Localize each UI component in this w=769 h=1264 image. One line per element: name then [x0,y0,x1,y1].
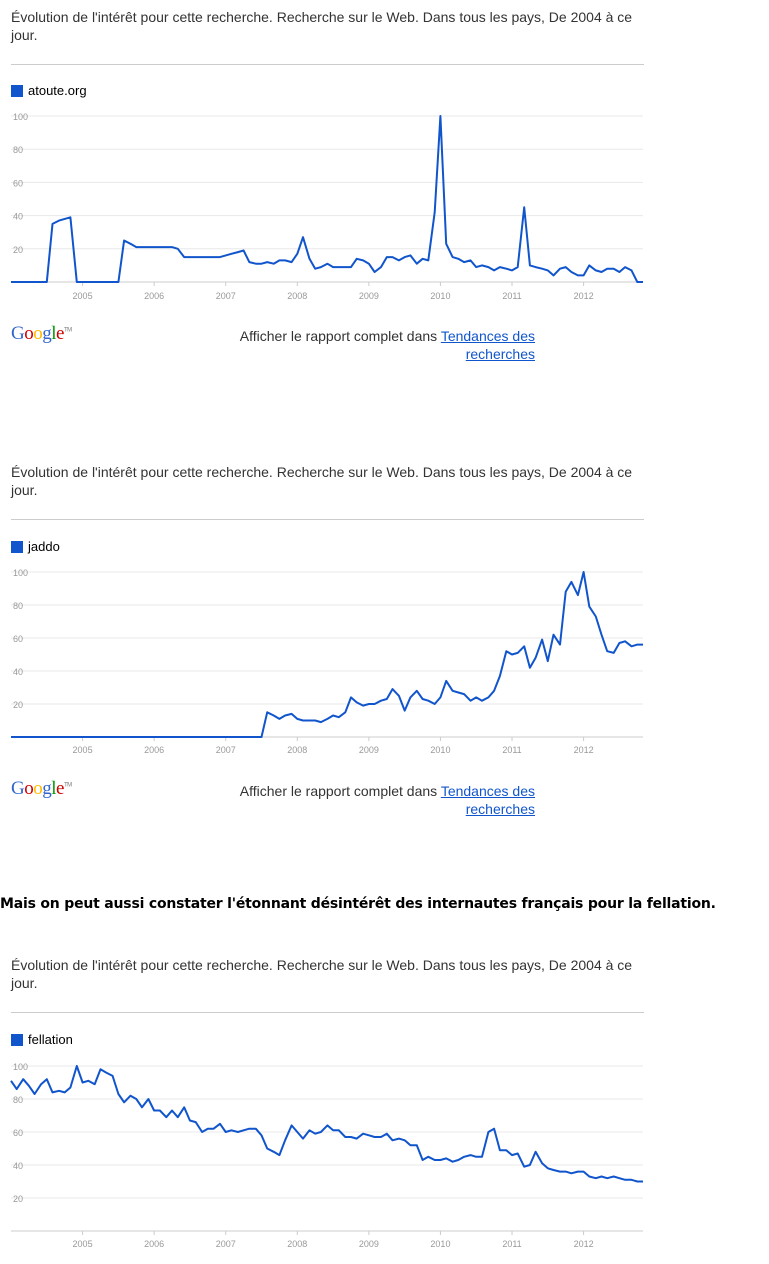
legend: jaddo [11,539,60,554]
full-report-text: Afficher le rapport complet dans Tendanc… [205,782,535,818]
y-tick-label: 40 [13,667,23,677]
x-tick-label: 2009 [359,1239,379,1249]
series-line [11,115,643,283]
x-tick-label: 2005 [73,291,93,301]
report-prefix: Afficher le rapport complet dans [239,783,441,799]
google-logo: GoogleTM [11,323,72,345]
x-tick-label: 2009 [359,745,379,755]
google-logo: GoogleTM [11,778,72,800]
y-tick-label: 40 [13,1161,23,1171]
line-chart-jaddo: 20 40 60 80 100 2005 2006 2007 2008 2009 2010 2011 2… [11,568,643,755]
x-tick-label: 2011 [502,291,521,301]
trends-report-link[interactable]: Tendances des recherches [440,783,535,817]
x-tick-label: 2007 [216,1239,236,1249]
y-tick-label: 60 [13,634,23,644]
y-tick-label: 100 [13,1062,28,1072]
x-tick-label: 2008 [287,291,307,301]
google-logo-text: Google [11,323,64,344]
y-tick-label: 20 [13,700,23,710]
divider [11,64,644,65]
trends-report-link[interactable]: Tendances des recherches [440,328,535,362]
y-tick-label: 20 [13,1194,23,1204]
divider [11,519,644,520]
trademark-mark: TM [63,782,72,789]
x-tick-label: 2006 [144,291,164,301]
x-tick-label: 2012 [574,1239,594,1249]
divider [11,1012,644,1013]
chart-description: Évolution de l'intérêt pour cette recher… [11,957,633,991]
y-tick-label: 80 [13,601,23,611]
x-tick-label: 2007 [216,291,236,301]
legend-label: fellation [28,1032,73,1047]
y-tick-label: 60 [13,1128,23,1138]
x-tick-label: 2008 [287,745,307,755]
x-tick-label: 2006 [144,745,164,755]
legend-label: jaddo [28,539,60,554]
article-sentence: Mais on peut aussi constater l'étonnant … [0,896,716,912]
y-tick-label: 80 [13,1095,23,1105]
x-tick-label: 2010 [430,1239,450,1249]
trademark-mark: TM [63,327,72,334]
y-tick-label: 20 [13,245,23,255]
x-tick-label: 2008 [287,1239,307,1249]
x-tick-label: 2011 [502,1239,521,1249]
chart-description: Évolution de l'intérêt pour cette recher… [11,464,633,498]
legend: fellation [11,1032,73,1047]
legend: atoute.org [11,83,87,98]
x-tick-label: 2006 [144,1239,164,1249]
legend-swatch [11,540,23,553]
chart-description: Évolution de l'intérêt pour cette recher… [11,9,633,43]
y-tick-label: 100 [13,112,28,122]
x-tick-label: 2011 [502,745,521,755]
legend-label: atoute.org [28,83,87,98]
series-line [11,571,643,738]
y-tick-label: 40 [13,212,23,222]
report-prefix: Afficher le rapport complet dans [239,328,441,344]
x-tick-label: 2010 [430,745,450,755]
x-tick-label: 2009 [359,291,379,301]
x-tick-label: 2005 [73,1239,93,1249]
series-line [10,1065,643,1183]
x-tick-label: 2010 [430,291,450,301]
y-tick-label: 60 [13,178,23,188]
x-tick-label: 2012 [574,291,594,301]
y-tick-label: 100 [13,568,28,578]
legend-swatch [11,1033,23,1046]
x-tick-label: 2012 [574,745,594,755]
line-chart-fellation: 20 40 60 80 100 2005 2006 2007 2008 2009 2010 2011 2… [10,1062,643,1249]
y-tick-label: 80 [13,145,23,155]
google-logo-text: Google [11,778,64,799]
full-report-text: Afficher le rapport complet dans Tendanc… [205,327,535,363]
x-tick-label: 2007 [216,745,236,755]
line-chart-atoute: 20 40 60 80 100 2005 2006 2007 2008 2009 2010 2011 2… [11,112,643,301]
x-tick-label: 2005 [73,745,93,755]
legend-swatch [11,84,23,97]
